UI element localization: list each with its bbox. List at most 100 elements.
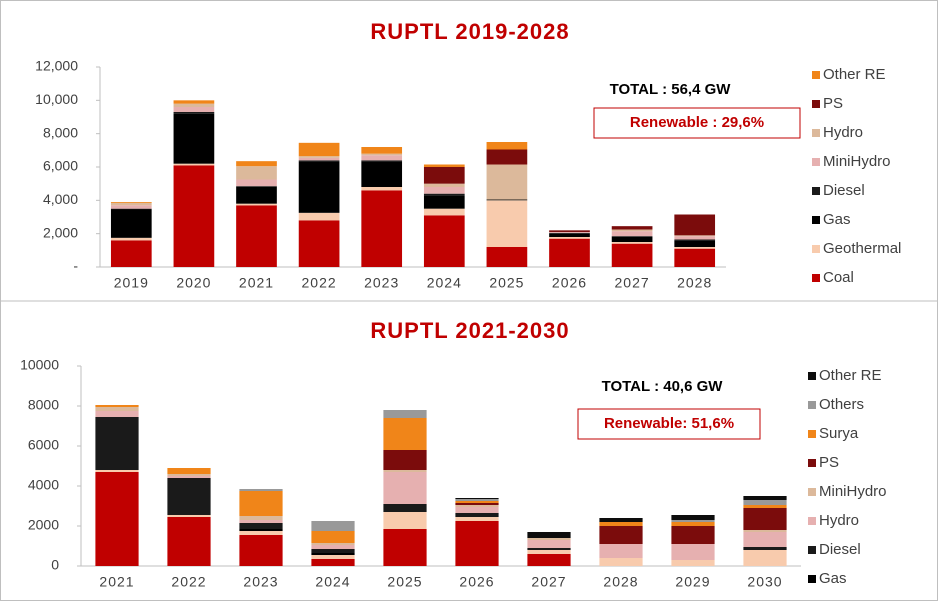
bar-segment [236,203,277,206]
legend-swatch [808,430,816,438]
bar-segment [671,526,715,544]
x-tick-label: 2027 [615,275,650,291]
legend-swatch [812,158,820,166]
y-tick-label: 12,000 [35,58,78,74]
bar-segment [239,531,283,535]
bar-segment [743,547,787,550]
legend-label: MiniHydro [823,153,891,170]
bar-segment [527,538,571,540]
bar-segment [361,190,403,267]
bar-segment [455,499,499,501]
legend-label: Gas [823,211,851,228]
bar-segment [455,501,499,503]
bar-segment [423,187,465,194]
bar-segment [383,418,427,450]
bar-segment [671,544,715,560]
bar-segment [527,532,571,538]
bar-segment [236,161,277,167]
bar-segment [743,530,787,532]
annotation-box [593,107,801,139]
legend-label: Other RE [819,367,882,384]
bar-segment [311,543,355,545]
annotation-renewable: Renewable : 29,6% [630,114,764,131]
bar-segment [527,554,571,566]
legend-label: Hydro [823,124,863,141]
legend-label: Geothermal [823,240,901,257]
legend-label: MiniHydro [819,483,887,500]
legend-swatch [808,372,816,380]
bar-segment [95,405,139,407]
bar-segment [455,517,499,521]
y-tick-label: - [73,258,78,274]
bar-segment [239,535,283,566]
bar-segment [455,513,499,517]
bar-segment [239,529,283,531]
y-tick-label: 0 [51,557,59,573]
bar-segment [236,187,277,204]
bar-segment [311,553,355,555]
bar-segment [311,521,355,531]
bar-segment [486,142,528,150]
bar-segment [599,558,643,566]
y-tick-label: 2,000 [43,224,78,240]
x-tick-label: 2022 [302,275,337,291]
legend-swatch [808,459,816,467]
chart-title: RUPTL 2019-2028 [370,19,569,44]
legend-label: Diesel [819,541,861,558]
legend-label: Coal [823,269,854,286]
bar-segment [671,515,715,520]
legend-swatch [808,575,816,583]
legend-label: Diesel [823,182,865,199]
bar-segment [239,523,283,529]
bar-segment [674,235,716,237]
bar-segment [599,544,643,558]
bar-segment [743,532,787,547]
y-tick-label: 6000 [28,437,59,453]
bar-segment [167,517,211,566]
bar-segment [361,147,403,154]
bar-segment [167,474,211,476]
bar-segment [671,520,715,522]
bar-segment [173,165,215,267]
legend-swatch [808,517,816,525]
bar-segment [611,226,653,230]
x-tick-label: 2021 [99,574,134,590]
bar-segment [743,500,787,505]
legend-swatch [812,71,820,79]
bar-segment [423,195,465,209]
bar-segment [455,507,499,513]
x-tick-label: 2029 [675,574,710,590]
bar-segment [311,555,355,559]
bar-segment [455,505,499,507]
legend-swatch [812,245,820,253]
bar-segment [95,417,139,470]
annotation-total: TOTAL : 56,4 GW [610,81,732,98]
legend-swatch [812,100,820,108]
bar-segment [383,450,427,470]
bar-segment [95,470,139,472]
bar-segment [674,240,716,247]
bar-segment [110,202,152,203]
bar-segment [423,215,465,267]
legend-swatch [812,129,820,137]
bar-segment [167,468,211,474]
bar-segment [486,200,528,247]
y-tick-label: 10000 [20,357,59,373]
bar-segment [361,187,403,191]
x-tick-label: 2022 [171,574,206,590]
bar-segment [423,193,465,196]
bar-segment [173,103,215,107]
x-tick-label: 2024 [315,574,350,590]
bar-segment [423,167,465,184]
bar-segment [311,545,355,549]
bar-segment [674,248,716,267]
bar-segment [110,202,152,206]
bar-segment [674,239,716,241]
x-tick-label: 2020 [176,275,211,291]
bar-segment [239,491,283,516]
bar-segment [599,526,643,544]
bar-segment [455,498,499,499]
bar-segment [95,472,139,566]
bar-segment [671,560,715,566]
